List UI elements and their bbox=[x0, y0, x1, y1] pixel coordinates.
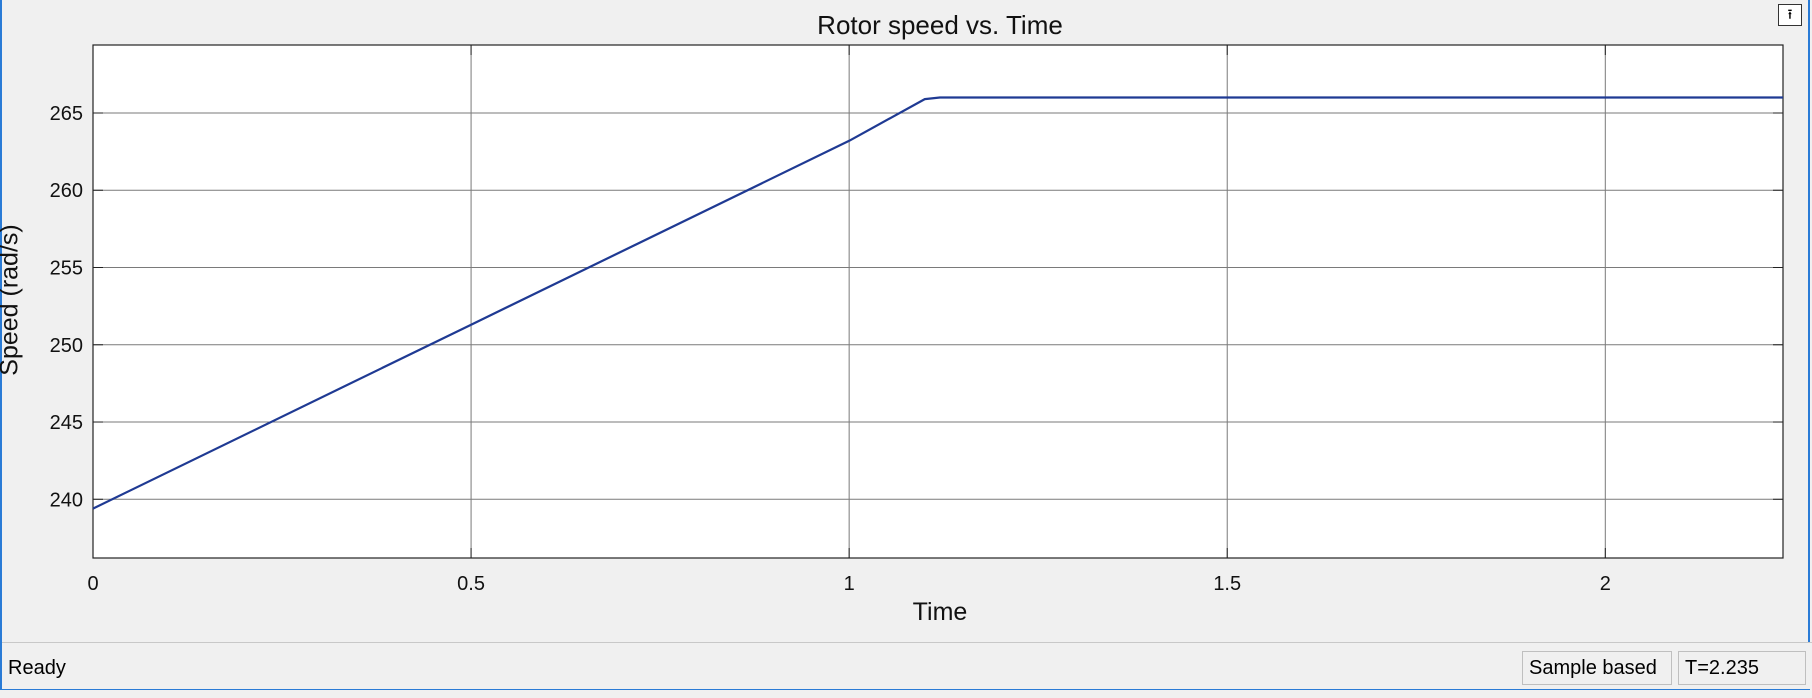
y-tick-label: 250 bbox=[50, 335, 83, 357]
x-tick-label: 1.5 bbox=[1213, 573, 1241, 595]
x-tick-label: 1 bbox=[844, 573, 855, 595]
plot-background bbox=[93, 45, 1783, 558]
sim-time-indicator: T=2.235 bbox=[1678, 651, 1806, 685]
plot-frame bbox=[92, 44, 1784, 559]
y-tick-label: 260 bbox=[50, 180, 83, 202]
y-axis-label: Speed (rad/s) bbox=[0, 224, 24, 376]
sample-mode-indicator: Sample based bbox=[1522, 651, 1672, 685]
status-text: Ready bbox=[8, 657, 66, 679]
speed-series-line bbox=[92, 96, 1783, 510]
x-tick-label: 0 bbox=[87, 573, 98, 595]
y-tick-label: 245 bbox=[50, 412, 83, 434]
undock-arrow-icon[interactable]: ⭱ bbox=[1778, 4, 1802, 26]
y-tick-label: 240 bbox=[50, 489, 83, 511]
y-axis-label-container: Speed (rad/s) bbox=[0, 224, 40, 375]
status-bar: Ready Sample based T=2.235 bbox=[2, 642, 1812, 689]
y-tick-label: 255 bbox=[50, 258, 83, 280]
x-tick-label: 0.5 bbox=[457, 573, 485, 595]
y-tick-label: 265 bbox=[50, 103, 83, 125]
x-axis-label: Time bbox=[912, 598, 968, 626]
plot-area[interactable]: 0 0.5 1 1.5 2 240 245 250 255 260 265 bbox=[2, 0, 1812, 640]
chart-title: Rotor speed vs. Time bbox=[817, 10, 1063, 40]
x-tick-label: 2 bbox=[1600, 573, 1611, 595]
bottom-strip bbox=[0, 690, 1812, 698]
